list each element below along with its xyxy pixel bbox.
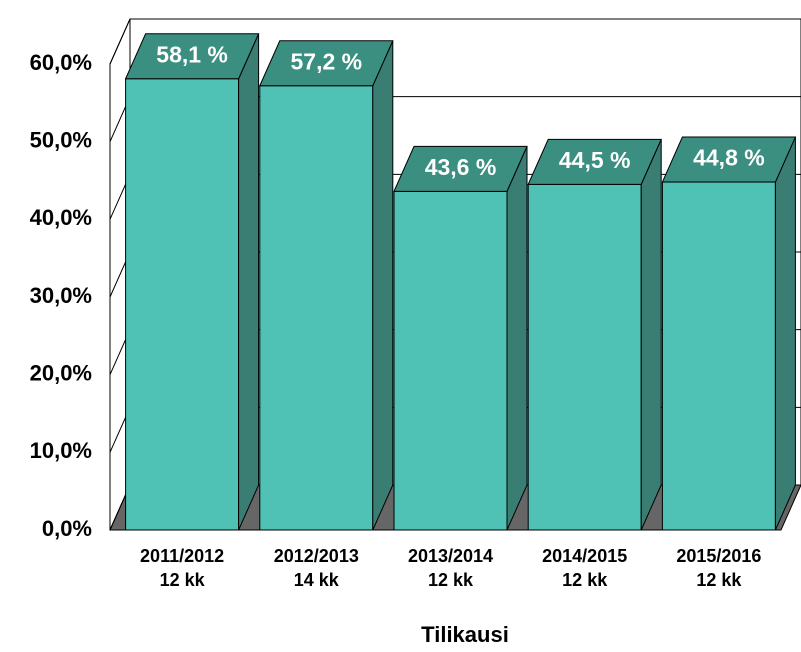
bar-front	[527, 183, 642, 531]
bar-front	[259, 85, 374, 531]
bar-front	[661, 181, 776, 531]
y-tick-label: 50,0%	[30, 127, 92, 152]
y-tick-label: 0,0%	[42, 516, 92, 541]
y-tick-label: 40,0%	[30, 205, 92, 230]
data-label: 43,6 %	[425, 154, 497, 180]
bar-side	[774, 136, 796, 531]
bar-top	[661, 136, 797, 183]
x-tick-label: 12 kk	[428, 570, 474, 590]
data-label: 58,1 %	[156, 41, 228, 67]
x-tick-label: 2013/2014	[408, 546, 493, 566]
data-label: 44,5 %	[559, 147, 631, 173]
data-label: 44,8 %	[693, 145, 765, 171]
bar-top	[393, 145, 528, 192]
x-tick-label: 14 kk	[294, 570, 340, 590]
y-tick-label: 10,0%	[30, 438, 92, 463]
bar-top	[124, 33, 260, 80]
x-tick-label: 12 kk	[562, 570, 608, 590]
y-tick-label: 20,0%	[30, 360, 92, 385]
y-tick-label: 30,0%	[30, 283, 92, 308]
bar-front	[125, 78, 240, 531]
data-label: 57,2 %	[290, 48, 362, 74]
bar-front	[393, 190, 508, 531]
grid-line	[109, 18, 801, 65]
bar-side	[238, 33, 260, 531]
x-tick-label: 12 kk	[696, 570, 742, 590]
x-tick-label: 2014/2015	[542, 546, 627, 566]
bar-side	[506, 146, 528, 531]
x-tick-label: 2012/2013	[274, 546, 359, 566]
y-tick-label: 60,0%	[30, 50, 92, 75]
bar-side	[640, 139, 662, 531]
x-tick-label: 2011/2012	[140, 546, 224, 566]
x-tick-label: 2015/2016	[676, 546, 761, 566]
x-axis-title: Tilikausi	[421, 622, 509, 647]
bar-top	[527, 138, 662, 185]
bar-top	[259, 40, 394, 87]
x-tick-label: 12 kk	[160, 570, 206, 590]
bar-side	[372, 40, 394, 531]
